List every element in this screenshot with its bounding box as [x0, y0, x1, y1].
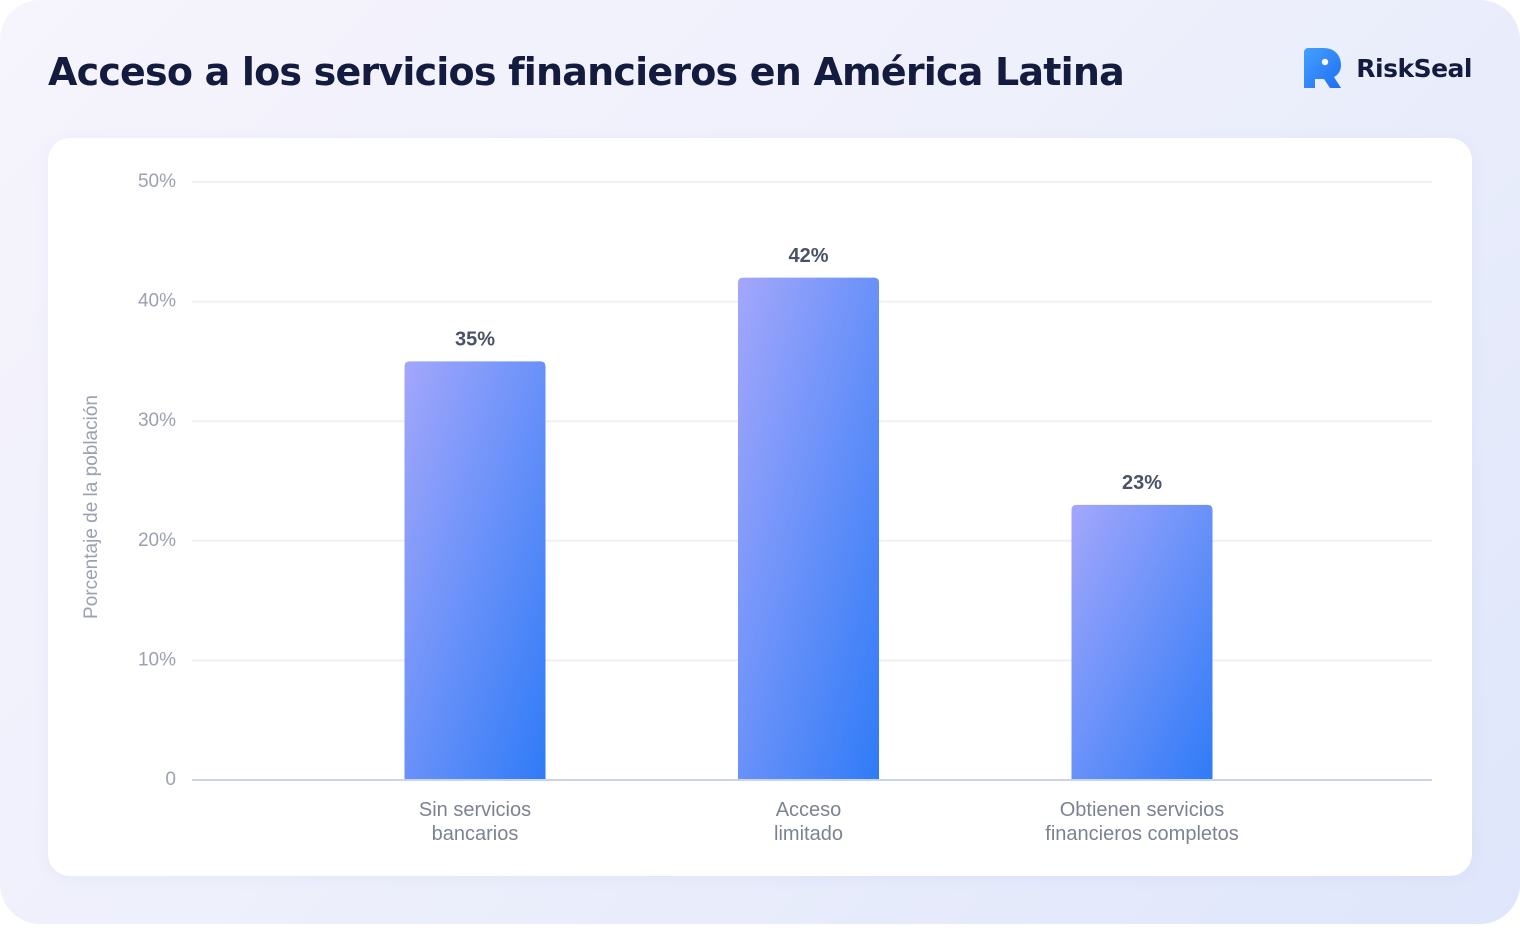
x-tick-label: Obtienen servicios financieros completos — [1045, 799, 1238, 845]
data-label: 23% — [1122, 472, 1162, 494]
y-tick-label: 0 — [165, 769, 176, 790]
x-tick-label: Sin servicios bancarios — [419, 799, 531, 845]
page-title: Acceso a los servicios financieros en Am… — [48, 50, 1125, 94]
brand-name: RiskSeal — [1356, 53, 1472, 83]
data-label: 35% — [455, 329, 495, 351]
y-tick-label: 20% — [138, 530, 176, 551]
y-tick-label: 50% — [138, 171, 176, 192]
bar — [738, 277, 879, 780]
y-tick-label: 40% — [138, 291, 176, 312]
chart-card: 0 10% 20% 30% 40% 50% 35% Sin servicios bancario… — [48, 138, 1472, 876]
brand: RiskSeal — [1304, 48, 1472, 88]
data-label: 42% — [788, 245, 828, 267]
y-tick-label: 30% — [138, 410, 176, 431]
bar-chart: 0 10% 20% 30% 40% 50% 35% Sin servicios bancario… — [81, 171, 1432, 845]
y-tick-label: 10% — [138, 649, 176, 670]
riskseal-logo-icon — [1304, 48, 1342, 88]
y-axis-label: Porcentaje de la población — [81, 395, 102, 619]
bar — [404, 361, 546, 780]
x-tick-label: Acceso limitado — [774, 799, 843, 845]
bar — [1071, 504, 1213, 780]
